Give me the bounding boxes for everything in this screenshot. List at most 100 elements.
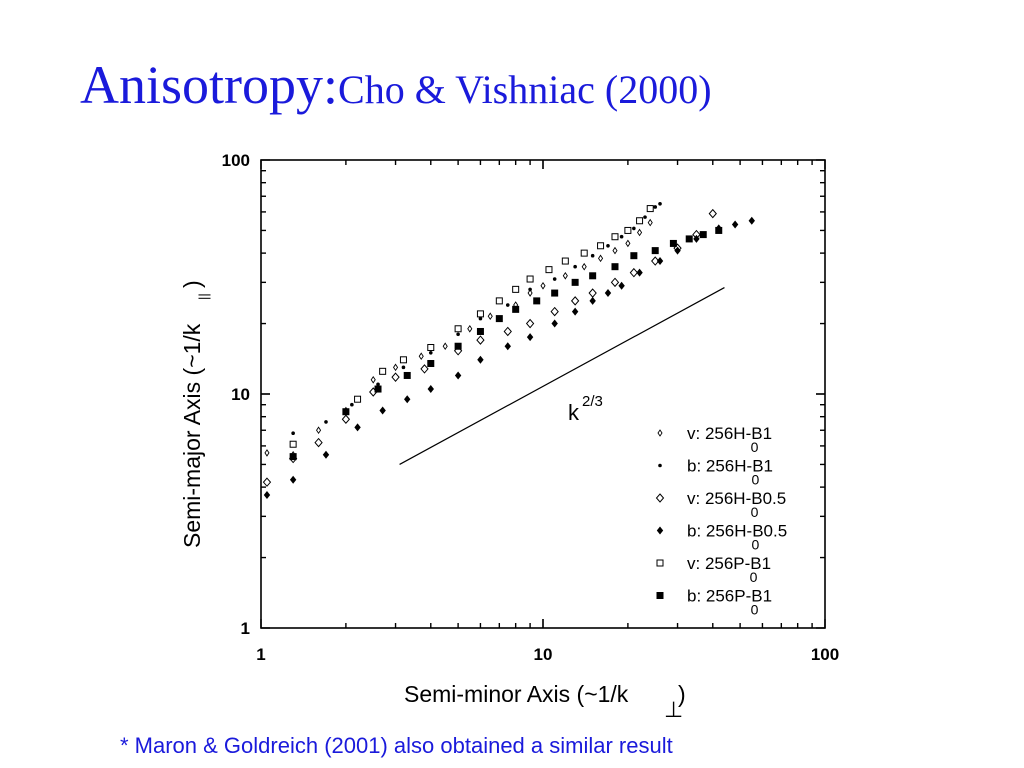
data-point-s1 xyxy=(418,352,424,361)
data-point-s1 xyxy=(370,375,376,384)
data-point-s6 xyxy=(374,385,382,393)
legend-marker xyxy=(655,493,665,503)
legend-label-suffix: 1 xyxy=(763,587,772,606)
legend-label-suffix: 0.5 xyxy=(763,489,787,508)
data-point-s1 xyxy=(527,289,533,297)
legend-label: b: 256P-B xyxy=(687,587,763,606)
y-tick-label: 10 xyxy=(231,385,250,404)
data-point-s3 xyxy=(525,318,535,329)
data-point-s3 xyxy=(629,267,639,278)
data-point-s6 xyxy=(342,408,350,416)
data-point-s6 xyxy=(699,231,707,239)
data-point-s1 xyxy=(562,271,568,280)
data-point-s2 xyxy=(632,226,636,231)
data-point-s4 xyxy=(674,246,681,255)
data-point-s5 xyxy=(354,395,362,403)
data-point-s2 xyxy=(619,234,624,239)
footnote: * Maron & Goldreich (2001) also obtained… xyxy=(120,733,673,758)
legend-label-subscript: 0 xyxy=(751,504,759,520)
legend-label: b: 256H-B xyxy=(687,457,764,476)
data-point-s2 xyxy=(324,420,328,424)
data-point-s1 xyxy=(625,239,631,248)
data-point-s6 xyxy=(495,315,503,323)
data-point-s6 xyxy=(651,247,659,255)
data-point-s3 xyxy=(391,372,400,382)
data-point-s6 xyxy=(571,278,579,286)
data-point-s6 xyxy=(589,272,597,280)
data-points xyxy=(262,201,755,500)
data-point-s2 xyxy=(401,365,406,370)
data-point-s3 xyxy=(570,296,580,306)
y-axis-label: Semi-major Axis (~1/k xyxy=(179,323,205,548)
data-point-s5 xyxy=(624,226,632,234)
x-tick-label: 100 xyxy=(811,645,839,664)
data-point-s1 xyxy=(393,363,399,372)
data-point-s3 xyxy=(651,256,660,266)
axis-ticks xyxy=(260,159,826,629)
data-point-s5 xyxy=(427,344,435,352)
data-point-s2 xyxy=(590,253,595,258)
data-point-s6 xyxy=(403,371,411,379)
legend-marker xyxy=(657,429,663,437)
x-axis-label-close: ) xyxy=(678,681,686,707)
data-point-s4 xyxy=(404,395,411,404)
data-point-s3 xyxy=(503,326,512,337)
legend-marker xyxy=(656,592,664,599)
legend-label: v: 256H-B xyxy=(687,424,763,443)
data-point-s6 xyxy=(476,327,484,335)
data-point-s3 xyxy=(708,208,717,219)
legend-label: v: 256P-B xyxy=(687,554,762,573)
data-point-s4 xyxy=(618,281,625,290)
data-point-s3 xyxy=(262,477,272,487)
data-point-s6 xyxy=(533,297,541,305)
data-point-s4 xyxy=(322,450,330,459)
data-point-s4 xyxy=(636,268,643,277)
data-point-s1 xyxy=(442,342,448,351)
data-point-s1 xyxy=(647,218,653,227)
data-point-s2 xyxy=(428,350,433,355)
data-point-s5 xyxy=(561,257,569,265)
x-tick-label: 1 xyxy=(256,645,265,664)
data-point-s5 xyxy=(454,325,462,333)
data-point-s4 xyxy=(454,371,462,380)
data-point-s2 xyxy=(350,402,354,407)
data-point-s2 xyxy=(653,205,658,209)
data-point-s2 xyxy=(456,332,460,337)
data-point-s6 xyxy=(715,226,723,234)
data-point-s6 xyxy=(685,235,693,243)
data-point-s5 xyxy=(545,266,553,274)
data-point-s4 xyxy=(289,475,297,484)
data-point-s1 xyxy=(316,426,322,435)
data-point-s2 xyxy=(658,201,662,206)
data-point-s2 xyxy=(643,215,647,219)
legend-label-subscript: 0 xyxy=(752,472,760,488)
data-point-s4 xyxy=(604,289,612,298)
data-point-s4 xyxy=(656,257,664,266)
data-point-s5 xyxy=(646,205,654,213)
data-point-s2 xyxy=(528,287,532,292)
data-point-s3 xyxy=(420,364,429,374)
y-tick-label: 100 xyxy=(222,151,250,170)
data-point-s1 xyxy=(487,312,493,321)
data-point-s4 xyxy=(504,342,511,351)
slide-title: Anisotropy:Cho & Vishniac (2000) xyxy=(80,58,712,112)
data-point-s5 xyxy=(379,367,387,375)
data-point-s5 xyxy=(289,440,297,448)
legend-label-subscript: 0 xyxy=(751,439,759,455)
data-point-s3 xyxy=(314,437,323,448)
legend-label: v: 256H-B xyxy=(687,489,763,508)
data-point-s6 xyxy=(669,239,677,247)
data-point-s1 xyxy=(612,246,618,255)
legend-label-suffix: 1 xyxy=(764,457,773,476)
legend-label: b: 256H-B xyxy=(687,522,764,541)
legend-marker xyxy=(658,463,662,468)
data-point-s4 xyxy=(571,307,579,316)
data-point-s3 xyxy=(476,335,485,345)
data-point-s4 xyxy=(589,296,596,305)
data-point-s5 xyxy=(512,285,520,293)
data-point-s4 xyxy=(551,319,558,328)
data-point-s2 xyxy=(376,382,380,387)
reference-line-label: k xyxy=(568,400,580,425)
data-point-s5 xyxy=(526,275,534,283)
